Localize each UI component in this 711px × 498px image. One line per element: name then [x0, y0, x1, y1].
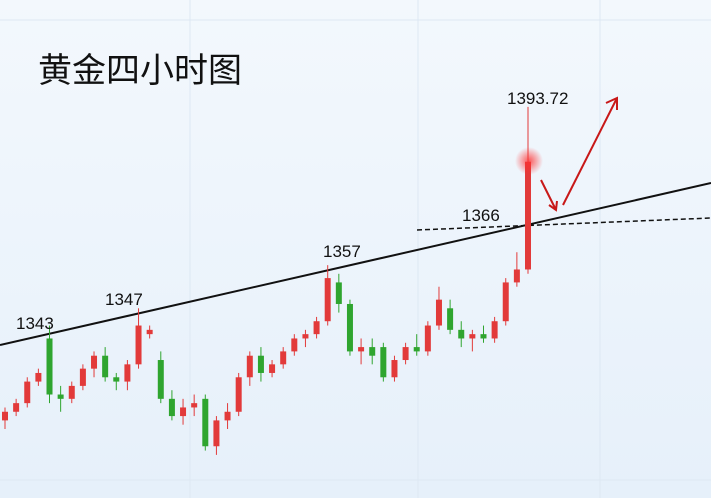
- candle-body: [224, 411, 231, 421]
- annotation: 1343: [16, 314, 54, 333]
- candle-body: [413, 347, 420, 352]
- candle-body: [424, 325, 431, 352]
- candle-body: [57, 394, 64, 399]
- candle-body: [391, 360, 398, 378]
- annotation: 1357: [323, 242, 361, 261]
- candle-body: [157, 360, 164, 399]
- candle-body: [13, 403, 20, 412]
- candle-body: [302, 334, 309, 339]
- candle-body: [257, 355, 264, 373]
- candle-body: [168, 398, 175, 417]
- candle-body: [469, 334, 476, 339]
- candle-body: [346, 303, 353, 352]
- candle-body: [269, 364, 276, 373]
- candle-body: [447, 308, 454, 330]
- candle-body: [458, 329, 465, 339]
- candle-body: [113, 377, 120, 382]
- candle-body: [402, 347, 409, 361]
- candle-body: [124, 364, 131, 382]
- chart-title: 黄金四小时图: [38, 51, 242, 91]
- candle-body: [324, 278, 331, 322]
- candle-body: [313, 321, 320, 335]
- candle-body: [380, 347, 387, 378]
- support-line: [416, 217, 711, 231]
- candle-body: [202, 398, 209, 447]
- candle-body: [280, 351, 287, 365]
- candle-body: [102, 355, 109, 378]
- candle-body: [46, 338, 53, 395]
- candle-body: [502, 282, 509, 322]
- candle-body: [358, 347, 365, 352]
- candle-body: [335, 282, 342, 304]
- candle-body: [2, 411, 8, 421]
- candle-body: [146, 329, 153, 335]
- arrows: [540, 96, 618, 212]
- candle-body: [213, 420, 220, 447]
- candle-body: [491, 321, 498, 339]
- candle-body: [291, 338, 298, 352]
- candle-body: [525, 161, 531, 270]
- candle-body: [91, 355, 98, 369]
- candle-body: [246, 355, 253, 378]
- trend-line: [0, 182, 711, 346]
- candle-body: [135, 325, 142, 365]
- candle-body: [513, 269, 520, 283]
- annotation: 1347: [105, 290, 143, 309]
- annotation: 1393.72: [507, 89, 568, 108]
- candles: [2, 106, 531, 455]
- candle-body: [35, 372, 42, 382]
- candle-body: [235, 377, 242, 412]
- candle-body: [68, 385, 75, 399]
- candle-body: [435, 299, 442, 326]
- candle-body: [24, 381, 31, 404]
- glow: [515, 147, 543, 175]
- annotation: 1366: [462, 206, 500, 225]
- candle-body: [480, 334, 487, 339]
- candle-body: [79, 368, 86, 386]
- candle-body: [180, 407, 187, 417]
- candle-body: [369, 347, 376, 356]
- candle-body: [191, 403, 198, 408]
